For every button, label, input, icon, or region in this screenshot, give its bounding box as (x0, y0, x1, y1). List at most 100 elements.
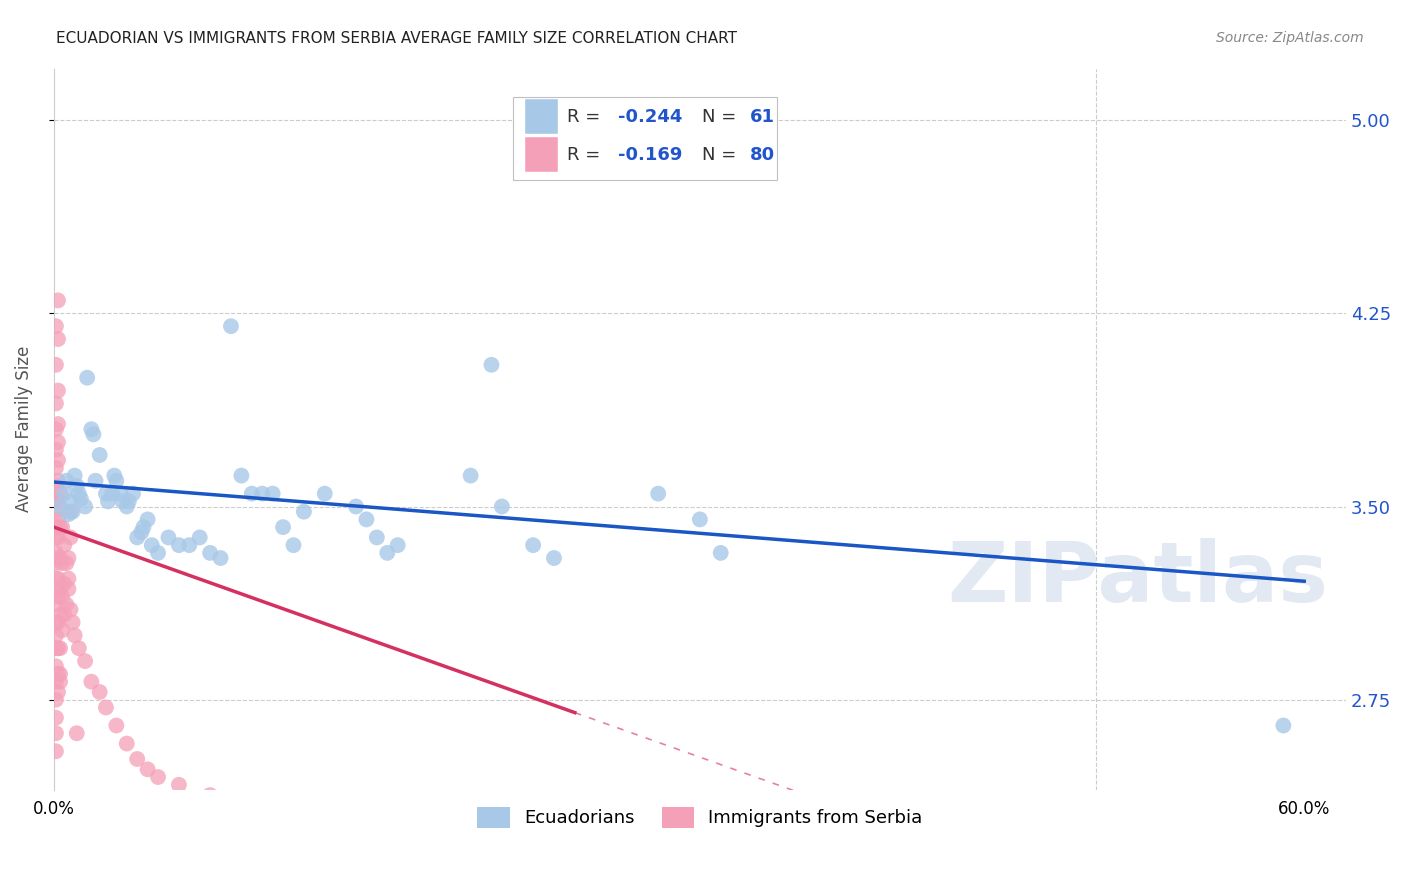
Point (62, 505, 84, 519)
Point (67, 486, 90, 500)
Point (46, 667, 69, 681)
Point (49, 551, 72, 566)
Point (45, 556, 67, 570)
Point (82, 427, 104, 442)
Point (45, 711, 67, 725)
Point (647, 486, 669, 500)
Point (157, 530, 180, 544)
Point (240, 486, 263, 500)
Text: -0.169: -0.169 (619, 145, 683, 164)
Point (45, 659, 67, 673)
Point (252, 486, 274, 500)
Point (45, 615, 67, 630)
Point (231, 468, 253, 483)
Point (58, 551, 80, 566)
Point (46, 332, 69, 346)
Point (80, 422, 103, 436)
Point (49, 674, 72, 689)
Text: R =: R = (567, 108, 606, 126)
Point (481, 358, 503, 372)
Point (49, 582, 72, 596)
Point (131, 525, 153, 540)
Point (115, 737, 138, 751)
Point (46, 590, 69, 604)
Point (45, 422, 67, 436)
Point (55, 556, 77, 570)
Point (45, 520, 67, 534)
Point (136, 762, 159, 776)
Point (219, 319, 242, 334)
Point (198, 788, 221, 802)
Point (49, 486, 72, 500)
Point (46, 435, 69, 450)
Point (356, 512, 378, 526)
Point (59, 530, 82, 544)
Text: ECUADORIAN VS IMMIGRANTS FROM SERBIA AVERAGE FAMILY SIZE CORRELATION CHART: ECUADORIAN VS IMMIGRANTS FROM SERBIA AVE… (56, 31, 737, 46)
Point (58, 572, 80, 586)
Point (97, 494, 120, 508)
Point (46, 551, 69, 566)
Point (53, 486, 76, 500)
Point (344, 500, 367, 514)
Point (45, 442, 67, 457)
Point (167, 778, 190, 792)
Point (53, 607, 76, 622)
Point (76, 370, 98, 384)
Text: 80: 80 (751, 145, 775, 164)
Point (45, 744, 67, 758)
Point (45, 494, 67, 508)
FancyBboxPatch shape (526, 137, 558, 172)
Point (75, 500, 97, 514)
Point (58, 508, 80, 522)
Point (49, 520, 72, 534)
Point (45, 505, 67, 519)
Text: ZIPatlas: ZIPatlas (948, 538, 1329, 619)
Point (115, 500, 138, 514)
Point (49, 667, 72, 681)
Point (105, 718, 128, 732)
Text: -0.244: -0.244 (619, 108, 683, 126)
Text: N =: N = (703, 145, 742, 164)
Point (45, 598, 67, 612)
Point (46, 530, 69, 544)
Point (46, 685, 69, 699)
Point (89, 448, 111, 462)
Point (167, 538, 190, 552)
Text: Source: ZipAtlas.com: Source: ZipAtlas.com (1216, 31, 1364, 45)
Point (111, 494, 134, 508)
Point (45, 530, 67, 544)
Point (188, 530, 211, 544)
Legend: Ecuadorians, Immigrants from Serbia: Ecuadorians, Immigrants from Serbia (470, 800, 929, 835)
Point (49, 500, 72, 514)
Point (543, 551, 565, 566)
Point (460, 468, 482, 483)
Point (314, 486, 336, 500)
Point (51, 590, 73, 604)
Point (127, 752, 149, 766)
Point (55, 598, 77, 612)
FancyBboxPatch shape (513, 97, 778, 180)
Point (51, 623, 73, 637)
Point (146, 770, 169, 784)
Point (80, 674, 103, 689)
Point (75, 654, 97, 668)
Point (59, 602, 82, 616)
Point (45, 674, 67, 689)
Point (387, 538, 409, 552)
Point (63, 468, 86, 483)
Point (45, 479, 67, 493)
Point (46, 417, 69, 431)
Point (49, 607, 72, 622)
Point (46, 453, 69, 467)
Point (45, 319, 67, 334)
Point (46, 512, 69, 526)
Point (271, 520, 294, 534)
Point (136, 512, 159, 526)
Point (366, 530, 388, 544)
Point (45, 641, 67, 656)
Point (51, 556, 73, 570)
Point (46, 641, 69, 656)
Point (59, 494, 82, 508)
Point (283, 538, 305, 552)
Point (66, 726, 89, 740)
